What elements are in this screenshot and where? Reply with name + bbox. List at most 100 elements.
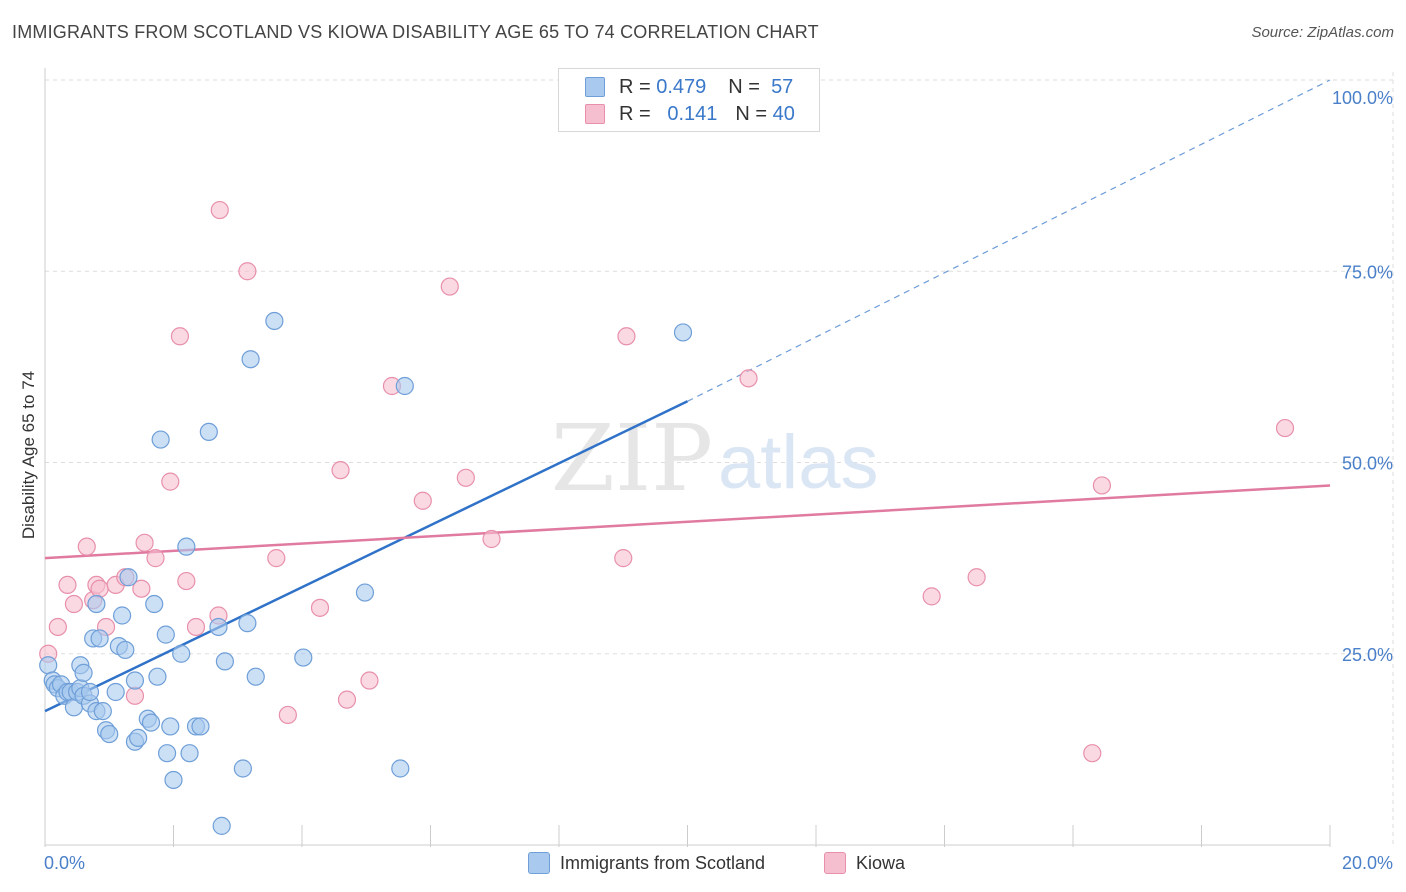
y-tick-label: 50.0% bbox=[1342, 454, 1393, 474]
kiowa-trend-line bbox=[44, 484, 1331, 560]
x-tick-label-min: 0.0% bbox=[44, 853, 85, 873]
scotland-point bbox=[100, 724, 119, 744]
r-value: 0.141 bbox=[667, 102, 718, 125]
scotland-legend-swatch bbox=[528, 852, 550, 874]
legend-item-kiowa: Kiowa bbox=[824, 852, 905, 874]
trend-lines bbox=[44, 79, 1331, 713]
scotland-point bbox=[125, 671, 145, 690]
scotland-point bbox=[39, 656, 58, 675]
kiowa-point bbox=[614, 549, 633, 568]
axes bbox=[44, 68, 1331, 847]
kiowa-legend-swatch bbox=[824, 852, 846, 874]
scotland-point bbox=[161, 717, 180, 736]
x-tick-label-max: 20.0% bbox=[1342, 853, 1393, 873]
scotland-point bbox=[215, 652, 234, 671]
scotland-point bbox=[116, 640, 135, 660]
scotland-point bbox=[151, 430, 170, 449]
kiowa-point bbox=[1092, 476, 1112, 495]
kiowa-point bbox=[238, 262, 257, 281]
scotland-point bbox=[148, 667, 167, 686]
scotland-trend-extension bbox=[687, 79, 1331, 402]
stats-legend: R = 0.479 N = 57 R = 0.141 N = 40 bbox=[558, 68, 820, 132]
scotland-point bbox=[246, 667, 265, 686]
scotland-point bbox=[391, 759, 410, 778]
kiowa-point bbox=[64, 594, 84, 614]
kiowa-point bbox=[177, 571, 196, 591]
n-value: 40 bbox=[772, 102, 795, 125]
scotland-point bbox=[355, 583, 375, 602]
r-value: 0.479 bbox=[656, 75, 707, 98]
y-tick-label: 100.0% bbox=[1332, 88, 1393, 108]
kiowa-point bbox=[135, 533, 154, 552]
watermark: ZIP atlas bbox=[551, 405, 879, 512]
y-tick-label: 75.0% bbox=[1342, 262, 1393, 282]
kiowa-point bbox=[337, 690, 357, 709]
scotland-point bbox=[294, 648, 313, 667]
kiowa-point bbox=[440, 277, 459, 296]
kiowa-point bbox=[210, 200, 229, 220]
scotland-point bbox=[87, 594, 106, 614]
kiowa-point bbox=[278, 705, 297, 725]
scotland-point bbox=[112, 606, 132, 625]
watermark-zip: ZIP bbox=[551, 405, 713, 512]
kiowa-point bbox=[1083, 744, 1102, 763]
kiowa-point bbox=[48, 617, 67, 637]
watermark-atlas: atlas bbox=[718, 420, 879, 505]
n-label: N = bbox=[735, 102, 768, 125]
scotland-trend-line bbox=[44, 400, 689, 713]
kiowa-point bbox=[331, 461, 350, 480]
chart-title: IMMIGRANTS FROM SCOTLAND VS KIOWA DISABI… bbox=[12, 22, 819, 42]
tick-labels: 25.0% 50.0% 75.0% 100.0% 0.0% 20.0% bbox=[44, 88, 1393, 873]
scotland-point bbox=[241, 350, 260, 369]
scotland-point bbox=[212, 816, 231, 835]
chart-source: Source: ZipAtlas.com bbox=[1251, 24, 1394, 41]
scotland-point bbox=[265, 311, 284, 331]
scotland-point bbox=[191, 717, 210, 736]
kiowa-point bbox=[90, 579, 109, 598]
scotland-point bbox=[145, 594, 164, 614]
kiowa-point bbox=[77, 537, 96, 556]
scotland-point bbox=[238, 614, 257, 633]
kiowa-point bbox=[186, 617, 206, 637]
kiowa-point bbox=[170, 327, 190, 346]
scotland-swatch bbox=[585, 77, 605, 97]
scotland-point bbox=[164, 770, 183, 790]
kiowa-point bbox=[922, 587, 941, 606]
scotland-point bbox=[177, 537, 196, 556]
scotland-point bbox=[90, 629, 109, 648]
scotland-point bbox=[209, 617, 228, 637]
scotland-point bbox=[74, 663, 93, 682]
kiowa-point bbox=[58, 575, 77, 595]
kiowa-point bbox=[482, 529, 501, 549]
scotland-point bbox=[80, 682, 100, 702]
kiowa-point bbox=[310, 598, 330, 617]
scotland-point bbox=[673, 323, 693, 342]
y-axis-label: Disability Age 65 to 74 bbox=[19, 371, 38, 539]
n-value: 57 bbox=[771, 75, 794, 98]
scotland-point bbox=[141, 713, 161, 732]
stats-legend-row-scotland: R = 0.479 N = 57 bbox=[585, 74, 793, 100]
scotland-point bbox=[157, 744, 177, 763]
kiowa-point bbox=[967, 568, 986, 587]
scotland-point bbox=[93, 702, 112, 721]
stats-legend-row-kiowa: R = 0.141 N = 40 bbox=[585, 101, 795, 127]
legend-label-scotland: Immigrants from Scotland bbox=[560, 852, 766, 873]
kiowa-point bbox=[146, 549, 165, 568]
kiowa-point bbox=[161, 472, 180, 491]
scotland-point bbox=[172, 644, 191, 663]
scotland-point bbox=[395, 376, 414, 396]
series-legend: Immigrants from Scotland Kiowa bbox=[0, 852, 1406, 878]
kiowa-point bbox=[1275, 418, 1295, 438]
kiowa-point bbox=[739, 369, 758, 388]
r-label: R = bbox=[619, 75, 651, 98]
kiowa-point bbox=[125, 686, 145, 705]
kiowa-point bbox=[456, 468, 475, 487]
kiowa-swatch bbox=[585, 104, 605, 124]
scotland-point bbox=[180, 744, 199, 763]
n-label: N = bbox=[728, 75, 760, 98]
scotland-point bbox=[129, 728, 148, 748]
scotland-point bbox=[199, 422, 218, 441]
kiowa-point bbox=[617, 327, 636, 346]
kiowa-point bbox=[413, 491, 432, 510]
